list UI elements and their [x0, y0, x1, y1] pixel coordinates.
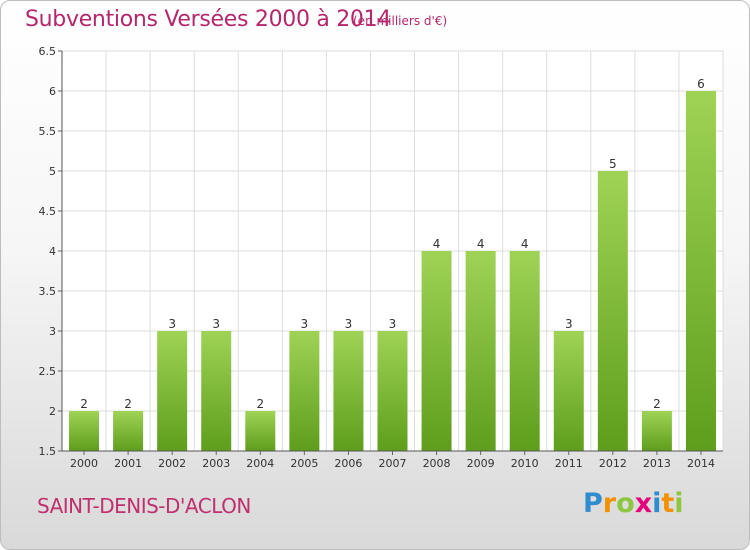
bar — [201, 331, 232, 451]
bar — [553, 331, 584, 451]
y-tick-label: 2 — [49, 405, 56, 418]
bar — [685, 91, 716, 451]
y-tick-label: 3.5 — [39, 285, 57, 298]
bar — [333, 331, 364, 451]
chart-title: Subventions Versées 2000 à 2014 — [25, 7, 392, 32]
x-tick-label: 2002 — [158, 457, 186, 470]
logo-letter: i — [652, 488, 662, 519]
bar — [157, 331, 188, 451]
bar-value-label: 4 — [477, 237, 485, 251]
logo-letter: i — [674, 488, 684, 519]
x-tick-label: 2011 — [555, 457, 583, 470]
bar — [377, 331, 408, 451]
bar-value-label: 6 — [697, 77, 705, 91]
x-tick-label: 2013 — [643, 457, 671, 470]
bar — [597, 171, 628, 451]
y-tick-label: 6.5 — [39, 45, 57, 58]
y-tick-label: 4.5 — [39, 205, 57, 218]
x-tick-label: 2010 — [511, 457, 539, 470]
bar — [289, 331, 320, 451]
x-tick-label: 2014 — [687, 457, 715, 470]
bar — [509, 251, 540, 451]
bar-value-label: 3 — [345, 317, 353, 331]
x-tick-label: 2012 — [599, 457, 627, 470]
bar-value-label: 3 — [389, 317, 397, 331]
bar-value-label: 3 — [168, 317, 176, 331]
x-tick-label: 2006 — [334, 457, 362, 470]
bar — [113, 411, 144, 451]
y-tick-label: 5 — [49, 165, 56, 178]
y-tick-label: 3 — [49, 325, 56, 338]
logo-letter: P — [583, 488, 603, 519]
logo-letter: x — [634, 488, 653, 519]
y-tick-label: 4 — [49, 245, 56, 258]
bar-value-label: 2 — [256, 397, 264, 411]
x-tick-label: 2003 — [202, 457, 230, 470]
bar — [465, 251, 496, 451]
bar-value-label: 5 — [609, 157, 617, 171]
bar — [421, 251, 452, 451]
logo-letter: o — [616, 488, 635, 519]
bar-value-label: 2 — [124, 397, 132, 411]
bar-value-label: 2 — [653, 397, 661, 411]
proxiti-logo[interactable]: Proxiti — [583, 488, 684, 519]
bar — [641, 411, 672, 451]
commune-name: SAINT-DENIS-D'ACLON — [37, 494, 251, 518]
y-tick-label: 6 — [49, 85, 56, 98]
bar-value-label: 3 — [565, 317, 573, 331]
bar-value-label: 3 — [301, 317, 309, 331]
x-tick-label: 2000 — [70, 457, 98, 470]
bar — [69, 411, 100, 451]
bar-value-label: 4 — [433, 237, 441, 251]
logo-letter: t — [661, 488, 675, 519]
x-tick-label: 2008 — [423, 457, 451, 470]
y-tick-label: 1.5 — [39, 445, 57, 458]
x-tick-label: 2001 — [114, 457, 142, 470]
x-tick-label: 2004 — [246, 457, 274, 470]
bar — [245, 411, 276, 451]
y-tick-label: 2.5 — [39, 365, 57, 378]
x-tick-label: 2009 — [467, 457, 495, 470]
bar-value-label: 2 — [80, 397, 88, 411]
chart-subtitle: (en milliers d'€) — [353, 14, 448, 28]
logo-letter: r — [602, 488, 617, 519]
y-tick-label: 5.5 — [39, 125, 57, 138]
bar-value-label: 4 — [521, 237, 529, 251]
bar-value-label: 3 — [212, 317, 220, 331]
x-tick-label: 2007 — [379, 457, 407, 470]
x-tick-label: 2005 — [290, 457, 318, 470]
